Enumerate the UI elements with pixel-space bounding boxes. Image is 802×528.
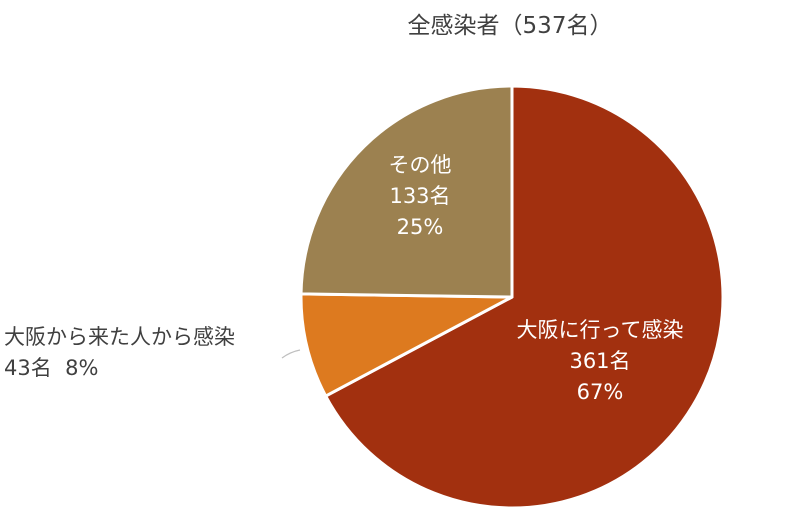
slice-name: その他 (388, 153, 452, 177)
slice-count: 43名 (4, 356, 52, 380)
pie-slice-other (299, 84, 514, 299)
slice-label-other: その他 133名 25% (360, 150, 480, 243)
slice-percent: 67% (576, 380, 624, 404)
slice-label-from-osaka: 大阪から来た人から感染 43名 8% (4, 322, 235, 384)
slice-name: 大阪に行って感染 (516, 318, 684, 342)
slice-label-osaka-visit: 大阪に行って感染 361名 67% (505, 315, 695, 408)
pie-slice-from-osaka (299, 292, 514, 398)
leader-line (281, 349, 301, 359)
slice-percent: 8% (65, 356, 99, 380)
pie-slice-osaka-visit (324, 84, 725, 510)
slice-name: 大阪から来た人から感染 (4, 325, 235, 349)
slice-percent: 25% (396, 215, 444, 239)
chart-title: 全感染者（537名） (407, 13, 613, 39)
slice-count: 133名 (389, 184, 451, 208)
slice-count: 361名 (569, 349, 631, 373)
